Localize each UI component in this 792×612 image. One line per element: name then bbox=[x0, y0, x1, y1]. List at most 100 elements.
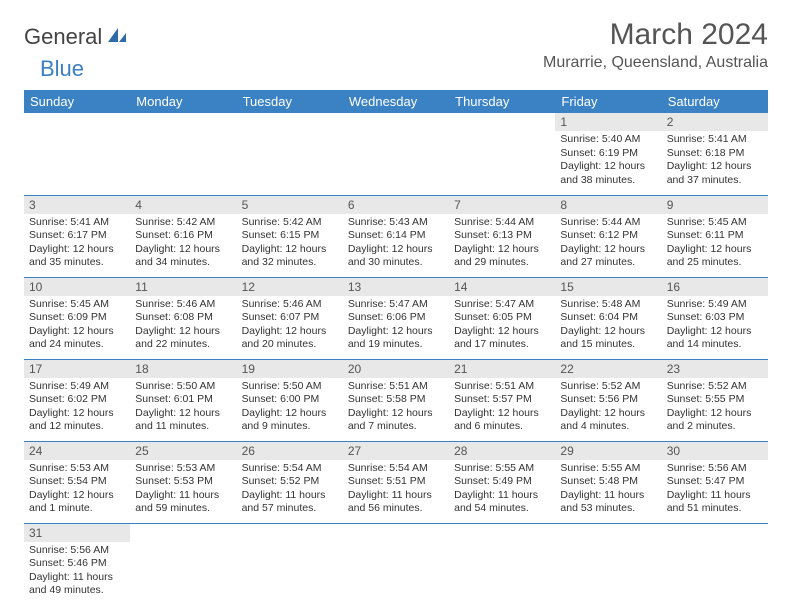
calendar-day: 3Sunrise: 5:41 AMSunset: 6:17 PMDaylight… bbox=[24, 195, 130, 277]
day-info: Sunrise: 5:46 AMSunset: 6:08 PMDaylight:… bbox=[130, 296, 236, 357]
day-info: Sunrise: 5:42 AMSunset: 6:16 PMDaylight:… bbox=[130, 214, 236, 275]
calendar-week: 1Sunrise: 5:40 AMSunset: 6:19 PMDaylight… bbox=[24, 113, 768, 195]
day-info: Sunrise: 5:49 AMSunset: 6:03 PMDaylight:… bbox=[662, 296, 768, 357]
day-info: Sunrise: 5:54 AMSunset: 5:51 PMDaylight:… bbox=[343, 460, 449, 521]
calendar-day: 25Sunrise: 5:53 AMSunset: 5:53 PMDayligh… bbox=[130, 441, 236, 523]
calendar-day bbox=[130, 113, 236, 195]
calendar-day: 26Sunrise: 5:54 AMSunset: 5:52 PMDayligh… bbox=[237, 441, 343, 523]
calendar-day bbox=[237, 113, 343, 195]
day-number: 4 bbox=[130, 196, 236, 214]
day-info: Sunrise: 5:44 AMSunset: 6:13 PMDaylight:… bbox=[449, 214, 555, 275]
day-number: 27 bbox=[343, 442, 449, 460]
day-number: 5 bbox=[237, 196, 343, 214]
calendar-day: 18Sunrise: 5:50 AMSunset: 6:01 PMDayligh… bbox=[130, 359, 236, 441]
calendar-day: 5Sunrise: 5:42 AMSunset: 6:15 PMDaylight… bbox=[237, 195, 343, 277]
day-number: 10 bbox=[24, 278, 130, 296]
day-number: 14 bbox=[449, 278, 555, 296]
calendar-week: 3Sunrise: 5:41 AMSunset: 6:17 PMDaylight… bbox=[24, 195, 768, 277]
calendar-week: 31Sunrise: 5:56 AMSunset: 5:46 PMDayligh… bbox=[24, 523, 768, 605]
logo-text-general: General bbox=[24, 24, 102, 50]
day-number: 25 bbox=[130, 442, 236, 460]
calendar-day: 30Sunrise: 5:56 AMSunset: 5:47 PMDayligh… bbox=[662, 441, 768, 523]
day-number: 28 bbox=[449, 442, 555, 460]
calendar-day bbox=[449, 523, 555, 605]
calendar-day bbox=[237, 523, 343, 605]
day-info: Sunrise: 5:53 AMSunset: 5:53 PMDaylight:… bbox=[130, 460, 236, 521]
day-number: 23 bbox=[662, 360, 768, 378]
day-number: 8 bbox=[555, 196, 661, 214]
weekday-header: Tuesday bbox=[237, 90, 343, 113]
day-number: 24 bbox=[24, 442, 130, 460]
day-number: 1 bbox=[555, 113, 661, 131]
calendar-day: 16Sunrise: 5:49 AMSunset: 6:03 PMDayligh… bbox=[662, 277, 768, 359]
day-number: 22 bbox=[555, 360, 661, 378]
weekday-header: Monday bbox=[130, 90, 236, 113]
day-number: 19 bbox=[237, 360, 343, 378]
calendar-day bbox=[662, 523, 768, 605]
calendar-body: 1Sunrise: 5:40 AMSunset: 6:19 PMDaylight… bbox=[24, 113, 768, 605]
day-number: 16 bbox=[662, 278, 768, 296]
day-number: 31 bbox=[24, 524, 130, 542]
day-info: Sunrise: 5:55 AMSunset: 5:49 PMDaylight:… bbox=[449, 460, 555, 521]
calendar-week: 24Sunrise: 5:53 AMSunset: 5:54 PMDayligh… bbox=[24, 441, 768, 523]
calendar-day: 2Sunrise: 5:41 AMSunset: 6:18 PMDaylight… bbox=[662, 113, 768, 195]
day-number: 3 bbox=[24, 196, 130, 214]
day-info: Sunrise: 5:50 AMSunset: 6:00 PMDaylight:… bbox=[237, 378, 343, 439]
calendar-day: 10Sunrise: 5:45 AMSunset: 6:09 PMDayligh… bbox=[24, 277, 130, 359]
day-info: Sunrise: 5:44 AMSunset: 6:12 PMDaylight:… bbox=[555, 214, 661, 275]
calendar-week: 10Sunrise: 5:45 AMSunset: 6:09 PMDayligh… bbox=[24, 277, 768, 359]
day-number: 29 bbox=[555, 442, 661, 460]
calendar-day: 28Sunrise: 5:55 AMSunset: 5:49 PMDayligh… bbox=[449, 441, 555, 523]
calendar-day: 23Sunrise: 5:52 AMSunset: 5:55 PMDayligh… bbox=[662, 359, 768, 441]
day-info: Sunrise: 5:53 AMSunset: 5:54 PMDaylight:… bbox=[24, 460, 130, 521]
day-number: 17 bbox=[24, 360, 130, 378]
day-info: Sunrise: 5:47 AMSunset: 6:05 PMDaylight:… bbox=[449, 296, 555, 357]
calendar-day: 4Sunrise: 5:42 AMSunset: 6:16 PMDaylight… bbox=[130, 195, 236, 277]
day-info: Sunrise: 5:50 AMSunset: 6:01 PMDaylight:… bbox=[130, 378, 236, 439]
calendar-day: 15Sunrise: 5:48 AMSunset: 6:04 PMDayligh… bbox=[555, 277, 661, 359]
day-info: Sunrise: 5:49 AMSunset: 6:02 PMDaylight:… bbox=[24, 378, 130, 439]
day-info: Sunrise: 5:45 AMSunset: 6:09 PMDaylight:… bbox=[24, 296, 130, 357]
day-number: 21 bbox=[449, 360, 555, 378]
day-number: 9 bbox=[662, 196, 768, 214]
calendar-day: 9Sunrise: 5:45 AMSunset: 6:11 PMDaylight… bbox=[662, 195, 768, 277]
day-number: 11 bbox=[130, 278, 236, 296]
weekday-header: Saturday bbox=[662, 90, 768, 113]
calendar-day: 29Sunrise: 5:55 AMSunset: 5:48 PMDayligh… bbox=[555, 441, 661, 523]
logo-text-blue: Blue bbox=[40, 56, 84, 81]
day-info: Sunrise: 5:42 AMSunset: 6:15 PMDaylight:… bbox=[237, 214, 343, 275]
day-info: Sunrise: 5:43 AMSunset: 6:14 PMDaylight:… bbox=[343, 214, 449, 275]
calendar-day: 20Sunrise: 5:51 AMSunset: 5:58 PMDayligh… bbox=[343, 359, 449, 441]
calendar-day bbox=[449, 113, 555, 195]
calendar-table: SundayMondayTuesdayWednesdayThursdayFrid… bbox=[24, 90, 768, 605]
weekday-header: Wednesday bbox=[343, 90, 449, 113]
calendar-week: 17Sunrise: 5:49 AMSunset: 6:02 PMDayligh… bbox=[24, 359, 768, 441]
day-number: 20 bbox=[343, 360, 449, 378]
weekday-header: Sunday bbox=[24, 90, 130, 113]
calendar-day: 24Sunrise: 5:53 AMSunset: 5:54 PMDayligh… bbox=[24, 441, 130, 523]
day-info: Sunrise: 5:51 AMSunset: 5:58 PMDaylight:… bbox=[343, 378, 449, 439]
weekday-header: Thursday bbox=[449, 90, 555, 113]
day-info: Sunrise: 5:45 AMSunset: 6:11 PMDaylight:… bbox=[662, 214, 768, 275]
calendar-day bbox=[555, 523, 661, 605]
day-info: Sunrise: 5:41 AMSunset: 6:17 PMDaylight:… bbox=[24, 214, 130, 275]
day-info: Sunrise: 5:56 AMSunset: 5:47 PMDaylight:… bbox=[662, 460, 768, 521]
day-info: Sunrise: 5:51 AMSunset: 5:57 PMDaylight:… bbox=[449, 378, 555, 439]
calendar-day bbox=[343, 523, 449, 605]
calendar-day: 6Sunrise: 5:43 AMSunset: 6:14 PMDaylight… bbox=[343, 195, 449, 277]
day-number: 30 bbox=[662, 442, 768, 460]
day-info: Sunrise: 5:41 AMSunset: 6:18 PMDaylight:… bbox=[662, 131, 768, 192]
day-number: 7 bbox=[449, 196, 555, 214]
day-number: 18 bbox=[130, 360, 236, 378]
calendar-day: 11Sunrise: 5:46 AMSunset: 6:08 PMDayligh… bbox=[130, 277, 236, 359]
weekday-header: Friday bbox=[555, 90, 661, 113]
page-title: March 2024 bbox=[543, 18, 768, 52]
calendar-day: 19Sunrise: 5:50 AMSunset: 6:00 PMDayligh… bbox=[237, 359, 343, 441]
calendar-day: 12Sunrise: 5:46 AMSunset: 6:07 PMDayligh… bbox=[237, 277, 343, 359]
calendar-day: 27Sunrise: 5:54 AMSunset: 5:51 PMDayligh… bbox=[343, 441, 449, 523]
day-number: 6 bbox=[343, 196, 449, 214]
day-info: Sunrise: 5:52 AMSunset: 5:56 PMDaylight:… bbox=[555, 378, 661, 439]
calendar-day bbox=[130, 523, 236, 605]
sail-icon bbox=[106, 26, 128, 49]
calendar-day: 1Sunrise: 5:40 AMSunset: 6:19 PMDaylight… bbox=[555, 113, 661, 195]
